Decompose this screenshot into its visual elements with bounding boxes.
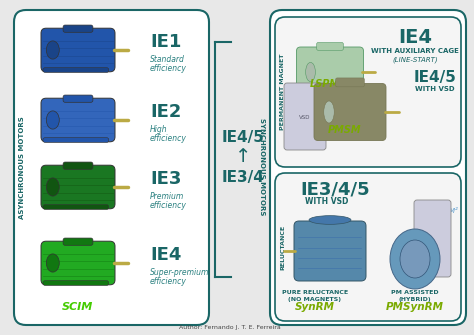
Text: efficiency: efficiency bbox=[150, 134, 187, 143]
Text: PMSynRM: PMSynRM bbox=[386, 302, 444, 312]
Text: WITH VSD: WITH VSD bbox=[305, 197, 348, 205]
FancyBboxPatch shape bbox=[43, 138, 109, 142]
FancyBboxPatch shape bbox=[294, 221, 366, 281]
FancyBboxPatch shape bbox=[336, 78, 365, 87]
Text: IE4: IE4 bbox=[398, 27, 432, 47]
Ellipse shape bbox=[46, 178, 59, 196]
Text: efficiency: efficiency bbox=[150, 201, 187, 210]
FancyBboxPatch shape bbox=[314, 83, 386, 140]
Text: IE3/4/5: IE3/4/5 bbox=[300, 180, 370, 198]
FancyBboxPatch shape bbox=[41, 241, 115, 285]
FancyBboxPatch shape bbox=[14, 10, 209, 325]
Text: IE4/5: IE4/5 bbox=[221, 130, 264, 145]
Text: RELUCTANCE: RELUCTANCE bbox=[281, 224, 285, 270]
Text: High: High bbox=[150, 125, 168, 134]
Text: Super-premium: Super-premium bbox=[150, 268, 210, 277]
FancyBboxPatch shape bbox=[41, 98, 115, 142]
Ellipse shape bbox=[306, 62, 315, 82]
Text: (HYBRID): (HYBRID) bbox=[399, 297, 431, 303]
Text: SynRM: SynRM bbox=[295, 302, 335, 312]
Text: IE3: IE3 bbox=[150, 170, 182, 188]
Ellipse shape bbox=[390, 229, 440, 289]
FancyBboxPatch shape bbox=[270, 10, 466, 325]
Text: IE4/5: IE4/5 bbox=[413, 69, 456, 84]
Text: (NO MAGNETS): (NO MAGNETS) bbox=[289, 297, 341, 303]
FancyBboxPatch shape bbox=[414, 200, 451, 277]
Ellipse shape bbox=[400, 240, 430, 278]
Text: ↑: ↑ bbox=[235, 147, 251, 166]
FancyBboxPatch shape bbox=[43, 281, 109, 285]
Text: SYNCHRONOUS MOTORS: SYNCHRONOUS MOTORS bbox=[259, 118, 265, 216]
Text: PM ASSISTED: PM ASSISTED bbox=[391, 290, 439, 295]
FancyBboxPatch shape bbox=[43, 205, 109, 209]
FancyBboxPatch shape bbox=[43, 68, 109, 72]
FancyBboxPatch shape bbox=[297, 47, 364, 97]
Text: WITH VSD: WITH VSD bbox=[415, 86, 455, 92]
FancyBboxPatch shape bbox=[275, 17, 461, 167]
Ellipse shape bbox=[46, 111, 59, 129]
FancyBboxPatch shape bbox=[63, 95, 93, 102]
Ellipse shape bbox=[46, 254, 59, 272]
Text: VSD: VSD bbox=[299, 115, 311, 120]
Ellipse shape bbox=[46, 41, 59, 59]
Text: Premium: Premium bbox=[150, 192, 184, 201]
Text: PMSM: PMSM bbox=[328, 125, 362, 135]
Text: efficiency: efficiency bbox=[150, 64, 187, 73]
Text: PURE RELUCTANCE: PURE RELUCTANCE bbox=[282, 290, 348, 295]
FancyBboxPatch shape bbox=[63, 25, 93, 32]
Text: IE3/4: IE3/4 bbox=[221, 170, 264, 185]
FancyBboxPatch shape bbox=[41, 165, 115, 209]
Text: Standard: Standard bbox=[150, 55, 185, 64]
FancyBboxPatch shape bbox=[275, 173, 461, 321]
Text: IE4: IE4 bbox=[150, 246, 182, 264]
FancyBboxPatch shape bbox=[284, 83, 326, 150]
Ellipse shape bbox=[309, 216, 351, 224]
Ellipse shape bbox=[324, 101, 334, 123]
Text: (LINE-START): (LINE-START) bbox=[392, 57, 438, 63]
Text: PERMANENT MAGNET: PERMANENT MAGNET bbox=[281, 54, 285, 130]
Text: IE2: IE2 bbox=[150, 103, 182, 121]
Text: SynRM²: SynRM² bbox=[432, 207, 458, 214]
Text: Author: Fernando J. T. E. Ferreira: Author: Fernando J. T. E. Ferreira bbox=[179, 325, 281, 330]
Text: WITH AUXILIARY CAGE: WITH AUXILIARY CAGE bbox=[371, 48, 459, 54]
Text: SCIM: SCIM bbox=[62, 302, 94, 312]
FancyBboxPatch shape bbox=[63, 162, 93, 169]
Text: IE1: IE1 bbox=[150, 33, 182, 51]
FancyBboxPatch shape bbox=[41, 28, 115, 72]
FancyBboxPatch shape bbox=[63, 238, 93, 245]
Text: ASYNCHRONOUS MOTORS: ASYNCHRONOUS MOTORS bbox=[19, 116, 25, 219]
Text: LSPM: LSPM bbox=[310, 79, 340, 89]
Text: efficiency: efficiency bbox=[150, 277, 187, 286]
FancyBboxPatch shape bbox=[317, 43, 343, 50]
